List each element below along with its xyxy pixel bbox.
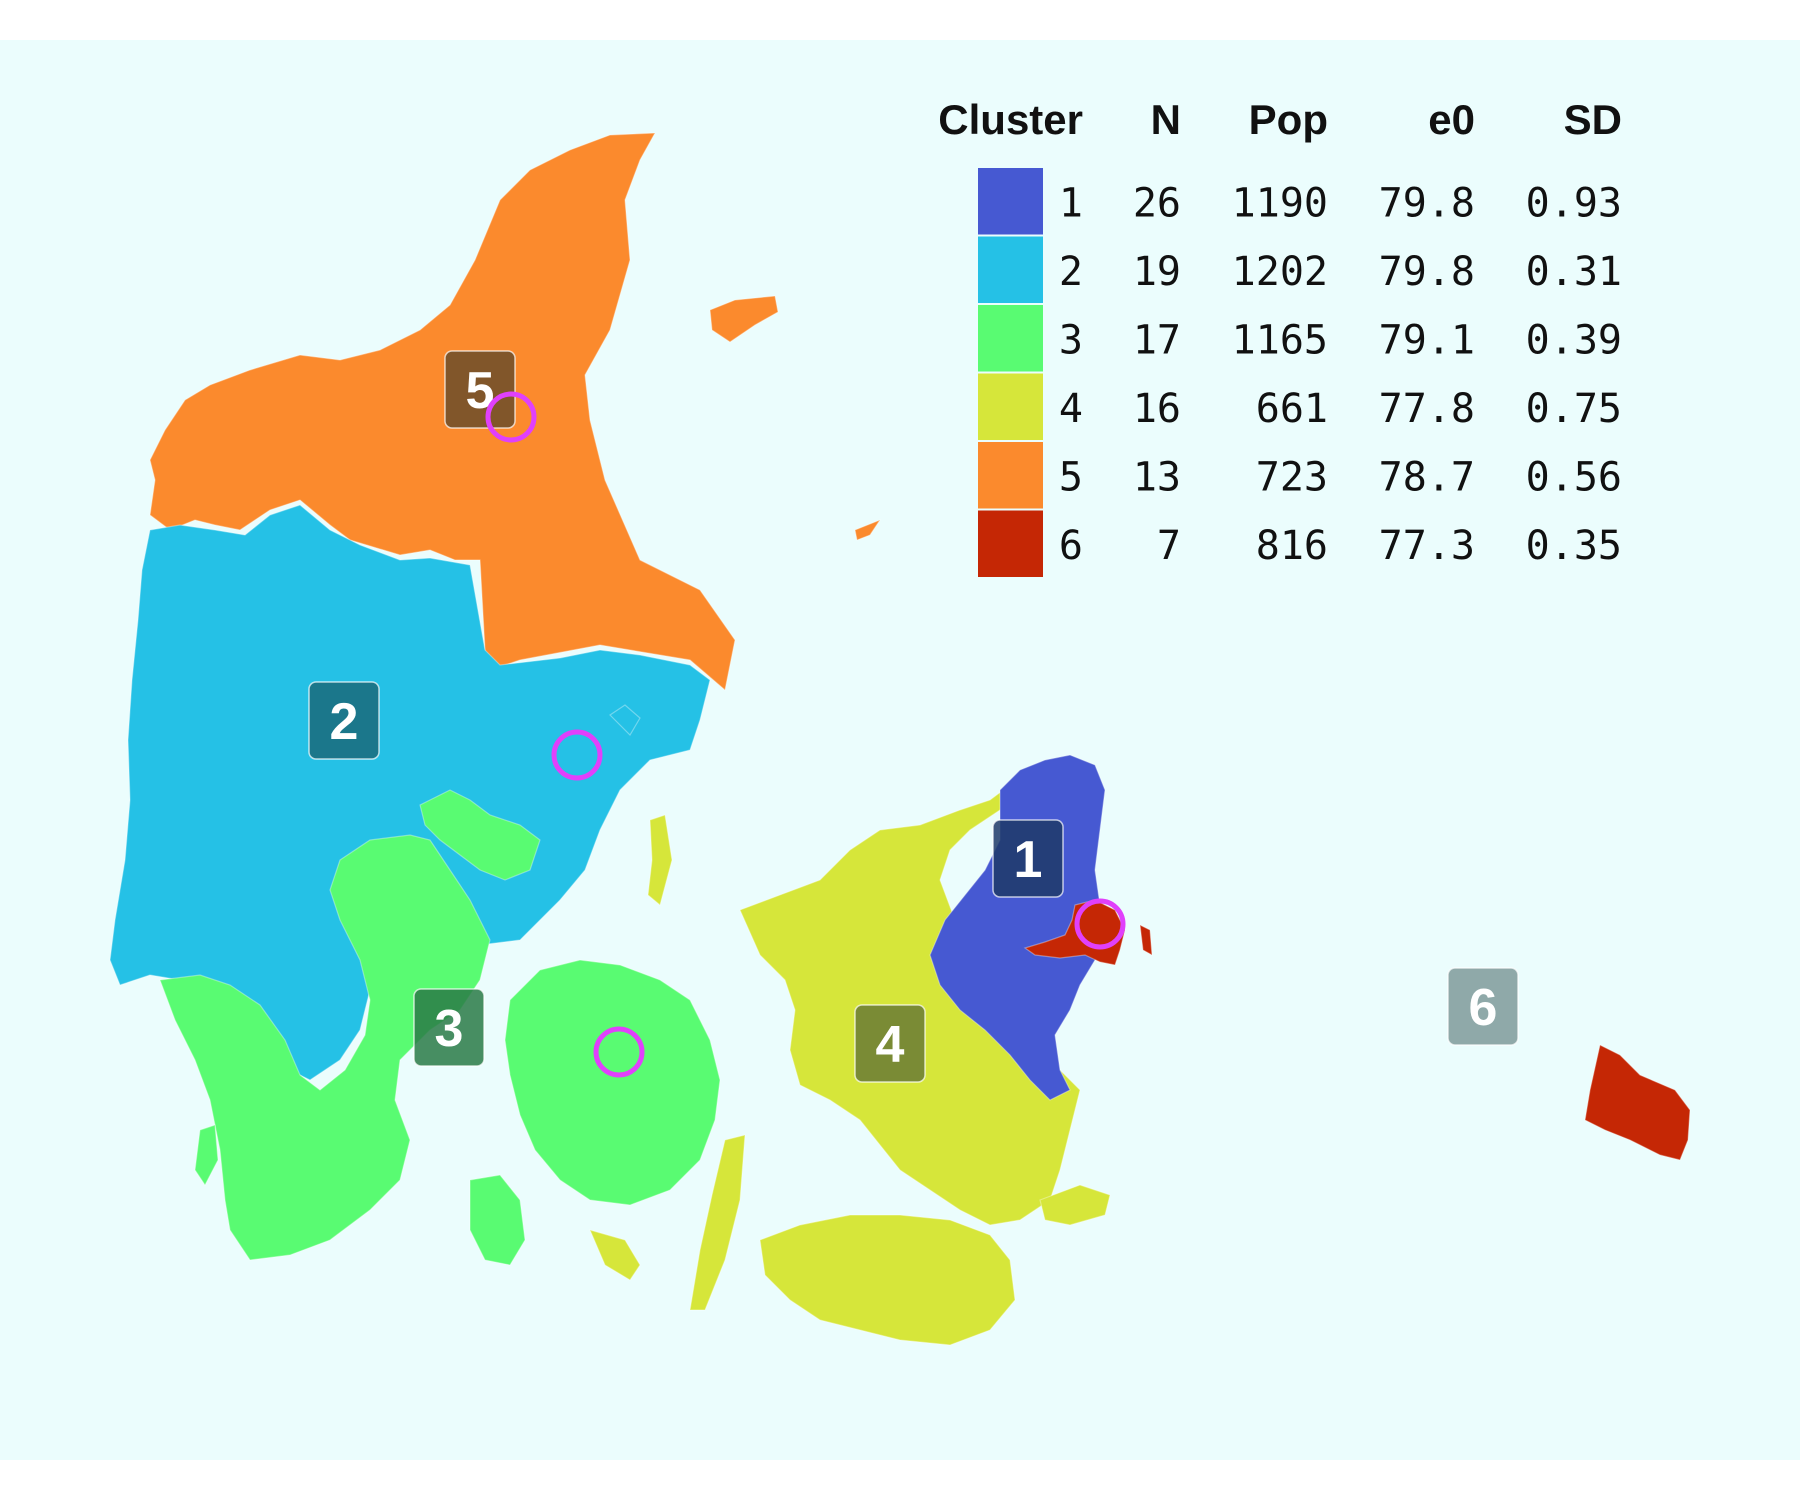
legend-header-cluster: Cluster [938, 96, 1083, 143]
badge-2-label: 2 [330, 693, 359, 751]
legend-swatch-1 [978, 168, 1043, 235]
island-langeland [689, 1134, 746, 1311]
badge-3-box [413, 988, 485, 1067]
region-vejle-green [419, 789, 541, 881]
legend-cell-n-2: 19 [1133, 249, 1181, 295]
legend-header-sd: SD [1564, 96, 1622, 143]
legend-cell-n-1: 26 [1133, 180, 1181, 226]
legend-cell-pop-6: 816 [1256, 523, 1328, 569]
badge-1-label: 1 [1014, 831, 1043, 889]
islet-anholt [854, 518, 882, 541]
badge-5-box [444, 350, 516, 429]
legend-row-5: 5 13 723 78.7 0.56 [978, 442, 1622, 509]
legend-cell-pop-3: 1165 [1232, 317, 1328, 363]
legend-row-4: 4 16 661 77.8 0.75 [978, 373, 1622, 440]
badge-1-box [992, 819, 1064, 898]
islet-copenhagen-east [1139, 923, 1153, 957]
legend-cell-cluster-5: 5 [1059, 454, 1083, 500]
island-funen [504, 959, 721, 1206]
badge-cluster-2: 2 [308, 681, 380, 760]
island-als [469, 1174, 526, 1266]
badge-cluster-1: 1 [992, 819, 1064, 898]
legend-cell-sd-1: 0.93 [1526, 180, 1622, 226]
legend-header-e0: e0 [1428, 96, 1475, 143]
island-fano [194, 1124, 219, 1187]
badge-4-box [854, 1004, 926, 1083]
island-samso-cyan [609, 704, 641, 736]
legend-cell-cluster-4: 4 [1059, 386, 1083, 432]
badge-3-label: 3 [435, 1000, 464, 1058]
legend-swatch-4 [978, 373, 1043, 440]
legend-swatch-2 [978, 236, 1043, 303]
cluster-2-regions [109, 504, 711, 1081]
badge-cluster-5: 5 [444, 350, 516, 429]
island-lolland-falster [759, 1214, 1016, 1346]
legend-header-n: N [1151, 96, 1181, 143]
legend-cell-n-4: 16 [1133, 386, 1181, 432]
region-central-jutland [109, 504, 711, 1081]
island-laeso [709, 295, 779, 343]
legend-swatch-5 [978, 442, 1043, 509]
legend-cell-sd-5: 0.56 [1526, 454, 1622, 500]
legend-rows: 1 26 1190 79.8 0.93 2 19 1202 79.8 0.31 3 17 1165 79.… [978, 168, 1622, 577]
legend-row-6: 6 7 816 77.3 0.35 [978, 510, 1622, 577]
legend-cell-e0-5: 78.7 [1379, 454, 1475, 500]
badge-cluster-3: 3 [413, 988, 485, 1067]
legend-cell-e0-1: 79.8 [1379, 180, 1475, 226]
legend-swatch-6 [978, 510, 1043, 577]
legend-cell-n-6: 7 [1157, 523, 1181, 569]
badge-4-label: 4 [876, 1016, 905, 1074]
marker-ring-copenhagen [1074, 898, 1126, 950]
legend-cell-sd-6: 0.35 [1526, 523, 1622, 569]
legend-cell-pop-5: 723 [1256, 454, 1328, 500]
badge-cluster-4: 4 [854, 1004, 926, 1083]
legend-row-1: 1 26 1190 79.8 0.93 [978, 168, 1622, 235]
marker-ring-aarhus [551, 729, 603, 781]
legend-cell-sd-3: 0.39 [1526, 317, 1622, 363]
legend-cell-e0-4: 77.8 [1379, 386, 1475, 432]
legend-header-row: Cluster N Pop e0 SD [938, 96, 1622, 143]
legend-row-3: 3 17 1165 79.1 0.39 [978, 305, 1622, 372]
marker-rings [485, 391, 1126, 1078]
legend-cell-cluster-1: 1 [1059, 180, 1083, 226]
island-moen [1039, 1184, 1111, 1226]
island-bornholm [1584, 1044, 1691, 1161]
region-north-jutland [149, 132, 736, 692]
cluster-4-regions [588, 778, 1111, 1346]
cluster-3-regions [159, 789, 721, 1266]
legend-cell-pop-4: 661 [1256, 386, 1328, 432]
legend-cell-pop-2: 1202 [1232, 249, 1328, 295]
legend-cell-n-3: 17 [1133, 317, 1181, 363]
island-aero [588, 1229, 641, 1281]
legend-cell-cluster-6: 6 [1059, 523, 1083, 569]
region-capital [929, 754, 1111, 1101]
region-south-jutland [159, 834, 491, 1261]
legend-cell-e0-3: 79.1 [1379, 317, 1475, 363]
legend-cell-cluster-3: 3 [1059, 317, 1083, 363]
legend-cell-cluster-2: 2 [1059, 249, 1083, 295]
legend-swatch-3 [978, 305, 1043, 372]
badge-2-box [308, 681, 380, 760]
legend-row-2: 2 19 1202 79.8 0.31 [978, 236, 1622, 303]
legend-cell-n-5: 13 [1133, 454, 1181, 500]
marker-ring-odense [593, 1026, 645, 1078]
legend-cell-e0-2: 79.8 [1379, 249, 1475, 295]
cluster-5-regions [149, 132, 882, 692]
legend-cell-sd-4: 0.75 [1526, 386, 1622, 432]
badge-6-box [1447, 967, 1519, 1046]
legend-table: Cluster N Pop e0 SD 1 26 1190 79.8 0.93 2 19 12… [938, 96, 1622, 577]
legend-cell-pop-1: 1190 [1232, 180, 1328, 226]
badge-cluster-6: 6 [1447, 967, 1519, 1046]
legend-cell-sd-2: 0.31 [1526, 249, 1622, 295]
legend-header-pop: Pop [1249, 96, 1328, 143]
island-samso [647, 814, 673, 907]
marker-ring-aalborg [485, 391, 537, 443]
badge-6-label: 6 [1469, 979, 1498, 1037]
cluster-1-regions [929, 754, 1111, 1101]
cluster-badges: 1 2 3 4 5 6 [308, 350, 1519, 1083]
legend-cell-e0-6: 77.3 [1379, 523, 1475, 569]
